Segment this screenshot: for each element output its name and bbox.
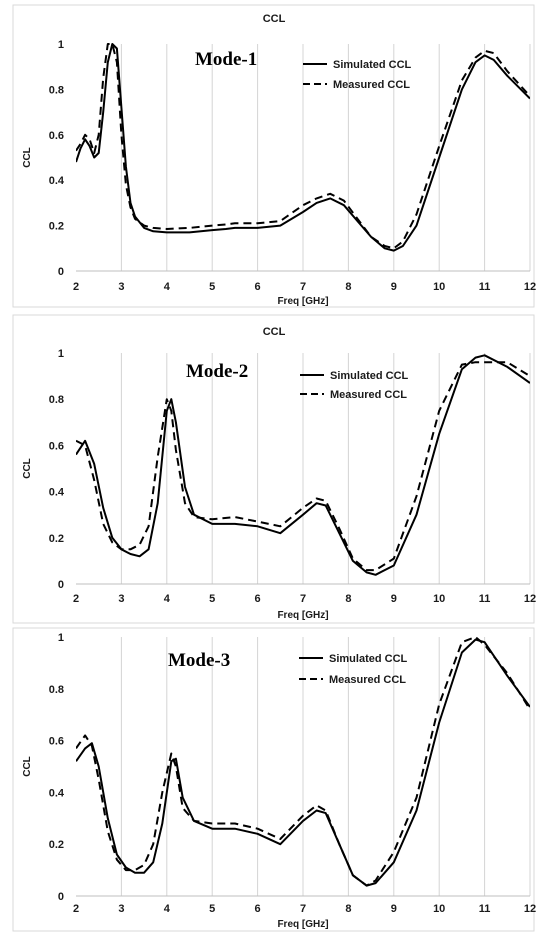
chart-panel-mode-3: 2 3 4 5 6 7 8 9 10 11 12 0 0.2 0.4 0.6 0.8 1 CCL Mode-3 Sim… [0, 626, 549, 935]
x-tick-label: 11 [479, 593, 491, 605]
x-tick-label: 3 [118, 281, 124, 293]
x-tick-label: 7 [300, 903, 306, 915]
x-tick-label: 10 [433, 593, 445, 605]
y-tick-label: 0.6 [49, 130, 64, 142]
y-tick-label: 0 [58, 266, 64, 278]
y-tick-label: 0.8 [49, 394, 64, 406]
x-tick-label: 8 [345, 593, 351, 605]
simulated-ccl-line [76, 354, 530, 576]
y-tick-label: 0.2 [49, 839, 64, 851]
chart-panel-mode-1: 2 3 4 5 6 7 8 9 10 11 12 0 0.2 0.4 0.6 0.8 1 CCL Mode-1 Sim… [0, 0, 549, 313]
y-axis-label: CCL [22, 756, 33, 777]
x-tick-label: 5 [209, 281, 215, 293]
legend-entry: Measured CCL [330, 389, 407, 401]
x-tick-label: 2 [73, 903, 79, 915]
y-axis-label: CCL [22, 458, 33, 479]
x-tick-label: 9 [391, 593, 397, 605]
legend-entry: Simulated CCL [330, 370, 409, 382]
x-tick-label: 4 [164, 903, 171, 915]
x-tick-label: 11 [479, 281, 491, 293]
y-tick-label: 0 [58, 891, 64, 903]
y-tick-label: 1 [58, 39, 64, 51]
chart-border [12, 627, 535, 932]
x-tick-label: 11 [479, 903, 491, 915]
x-tick-label: 10 [433, 281, 445, 293]
simulated-ccl-line [76, 43, 530, 252]
x-tick-label: 12 [524, 281, 536, 293]
mode-annotation: Mode-3 [168, 650, 230, 671]
y-tick-label: 0.6 [49, 736, 64, 748]
chart-title: CCL [263, 13, 286, 25]
x-tick-label: 3 [118, 593, 124, 605]
measured-ccl-line [76, 43, 530, 250]
x-tick-label: 9 [391, 903, 397, 915]
ccl-chart-mode-1: 2 3 4 5 6 7 8 9 10 11 12 0 0.2 0.4 0.6 0.8 1 CCL Mode-1 Sim… [12, 4, 536, 308]
x-tick-label: 12 [524, 593, 536, 605]
x-tick-label: 5 [209, 903, 215, 915]
chart-title: CCL [263, 326, 286, 338]
y-tick-label: 0 [58, 579, 64, 591]
legend-entry: Measured CCL [333, 79, 410, 91]
x-tick-label: 5 [209, 593, 215, 605]
y-axis-label: CCL [22, 147, 33, 168]
y-tick-label: 0.8 [49, 84, 64, 96]
x-tick-label: 7 [300, 281, 306, 293]
mode-annotation: Mode-2 [186, 361, 248, 382]
x-tick-label: 9 [391, 281, 397, 293]
measured-ccl-line [76, 636, 530, 887]
y-tick-label: 0.6 [49, 440, 64, 452]
x-axis-label: Freq [GHz] [277, 610, 328, 621]
legend-entry: Simulated CCL [333, 59, 412, 71]
ccl-chart-mode-2: 2 3 4 5 6 7 8 9 10 11 12 0 0.2 0.4 0.6 0.8 1 CCL Mode-2 Sim… [12, 314, 536, 624]
x-tick-label: 6 [255, 593, 261, 605]
mode-annotation: Mode-1 [195, 49, 257, 70]
x-tick-label: 6 [255, 281, 261, 293]
x-tick-label: 7 [300, 593, 306, 605]
chart-border [12, 314, 535, 624]
x-tick-label: 4 [164, 593, 171, 605]
y-tick-label: 0.2 [49, 221, 64, 233]
y-tick-label: 1 [58, 632, 64, 644]
y-tick-label: 1 [58, 348, 64, 360]
x-tick-label: 10 [433, 903, 445, 915]
y-tick-label: 0.4 [49, 175, 65, 187]
chart-panel-mode-2: 2 3 4 5 6 7 8 9 10 11 12 0 0.2 0.4 0.6 0.8 1 CCL Mode-2 Sim… [0, 313, 549, 626]
simulated-ccl-line [76, 638, 530, 887]
chart-border [12, 4, 535, 308]
legend-entry: Measured CCL [329, 674, 406, 686]
x-tick-label: 3 [118, 903, 124, 915]
y-tick-label: 0.4 [49, 787, 65, 799]
x-tick-label: 6 [255, 903, 261, 915]
x-axis-label: Freq [GHz] [277, 296, 328, 307]
x-tick-label: 4 [164, 281, 171, 293]
x-tick-label: 2 [73, 281, 79, 293]
y-tick-label: 0.2 [49, 533, 64, 545]
legend-entry: Simulated CCL [329, 653, 408, 665]
x-tick-label: 8 [345, 281, 351, 293]
x-axis-label: Freq [GHz] [277, 919, 328, 930]
x-tick-label: 8 [345, 903, 351, 915]
ccl-chart-mode-3: 2 3 4 5 6 7 8 9 10 11 12 0 0.2 0.4 0.6 0.8 1 CCL Mode-3 Sim… [12, 627, 536, 932]
y-tick-label: 0.8 [49, 684, 64, 696]
x-tick-label: 12 [524, 903, 536, 915]
x-tick-label: 2 [73, 593, 79, 605]
y-tick-label: 0.4 [49, 487, 65, 499]
